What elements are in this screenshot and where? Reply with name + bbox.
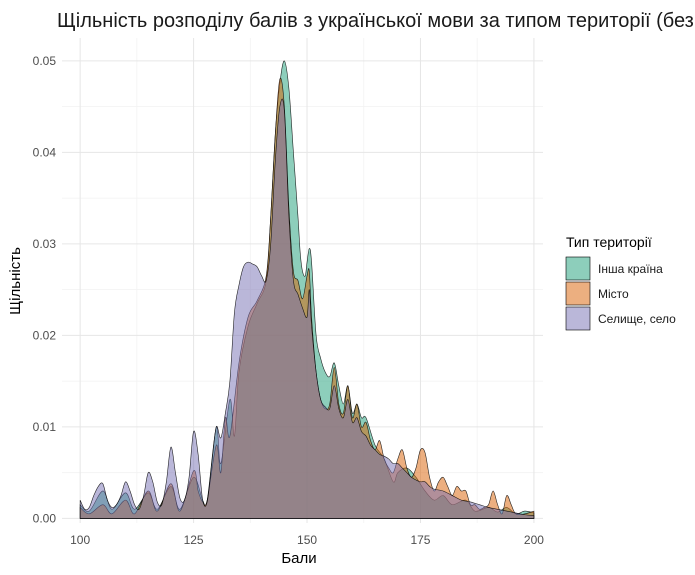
legend-label: Селище, село bbox=[598, 312, 676, 326]
x-axis-ticks: 100 125 150 175 200 bbox=[70, 533, 544, 547]
y-tick-label: 0.05 bbox=[33, 54, 57, 68]
legend-key-swatch bbox=[565, 256, 591, 281]
y-tick-label: 0.00 bbox=[33, 511, 57, 525]
x-axis-title: Бали bbox=[281, 550, 316, 567]
legend-key-swatch bbox=[565, 306, 591, 331]
x-tick-label: 200 bbox=[524, 533, 544, 547]
density-area-series-2 bbox=[79, 98, 535, 519]
x-tick-label: 175 bbox=[410, 533, 430, 547]
y-axis-ticks: 0.00 0.01 0.02 0.03 0.04 0.05 bbox=[33, 54, 57, 526]
legend-label: Місто bbox=[598, 287, 629, 301]
legend-key-swatch bbox=[565, 281, 591, 306]
y-tick-label: 0.02 bbox=[33, 328, 57, 342]
legend-item: Селище, село bbox=[565, 306, 676, 331]
chart-title: Щільність розподілу балів з української … bbox=[57, 10, 695, 32]
legend-label: Інша країна bbox=[598, 262, 663, 276]
density-areas bbox=[79, 60, 535, 519]
legend-item: Інша країна bbox=[565, 256, 663, 281]
legend: Тип території Інша країна Місто Селище, се… bbox=[565, 234, 676, 331]
x-tick-label: 125 bbox=[184, 533, 204, 547]
legend-item: Місто bbox=[565, 281, 629, 306]
legend-title: Тип території bbox=[566, 234, 652, 250]
y-tick-label: 0.04 bbox=[33, 145, 57, 159]
x-tick-label: 150 bbox=[297, 533, 317, 547]
y-axis-title: Щільність bbox=[7, 247, 24, 315]
x-tick-label: 100 bbox=[70, 533, 90, 547]
y-tick-label: 0.03 bbox=[33, 237, 57, 251]
y-tick-label: 0.01 bbox=[33, 420, 57, 434]
